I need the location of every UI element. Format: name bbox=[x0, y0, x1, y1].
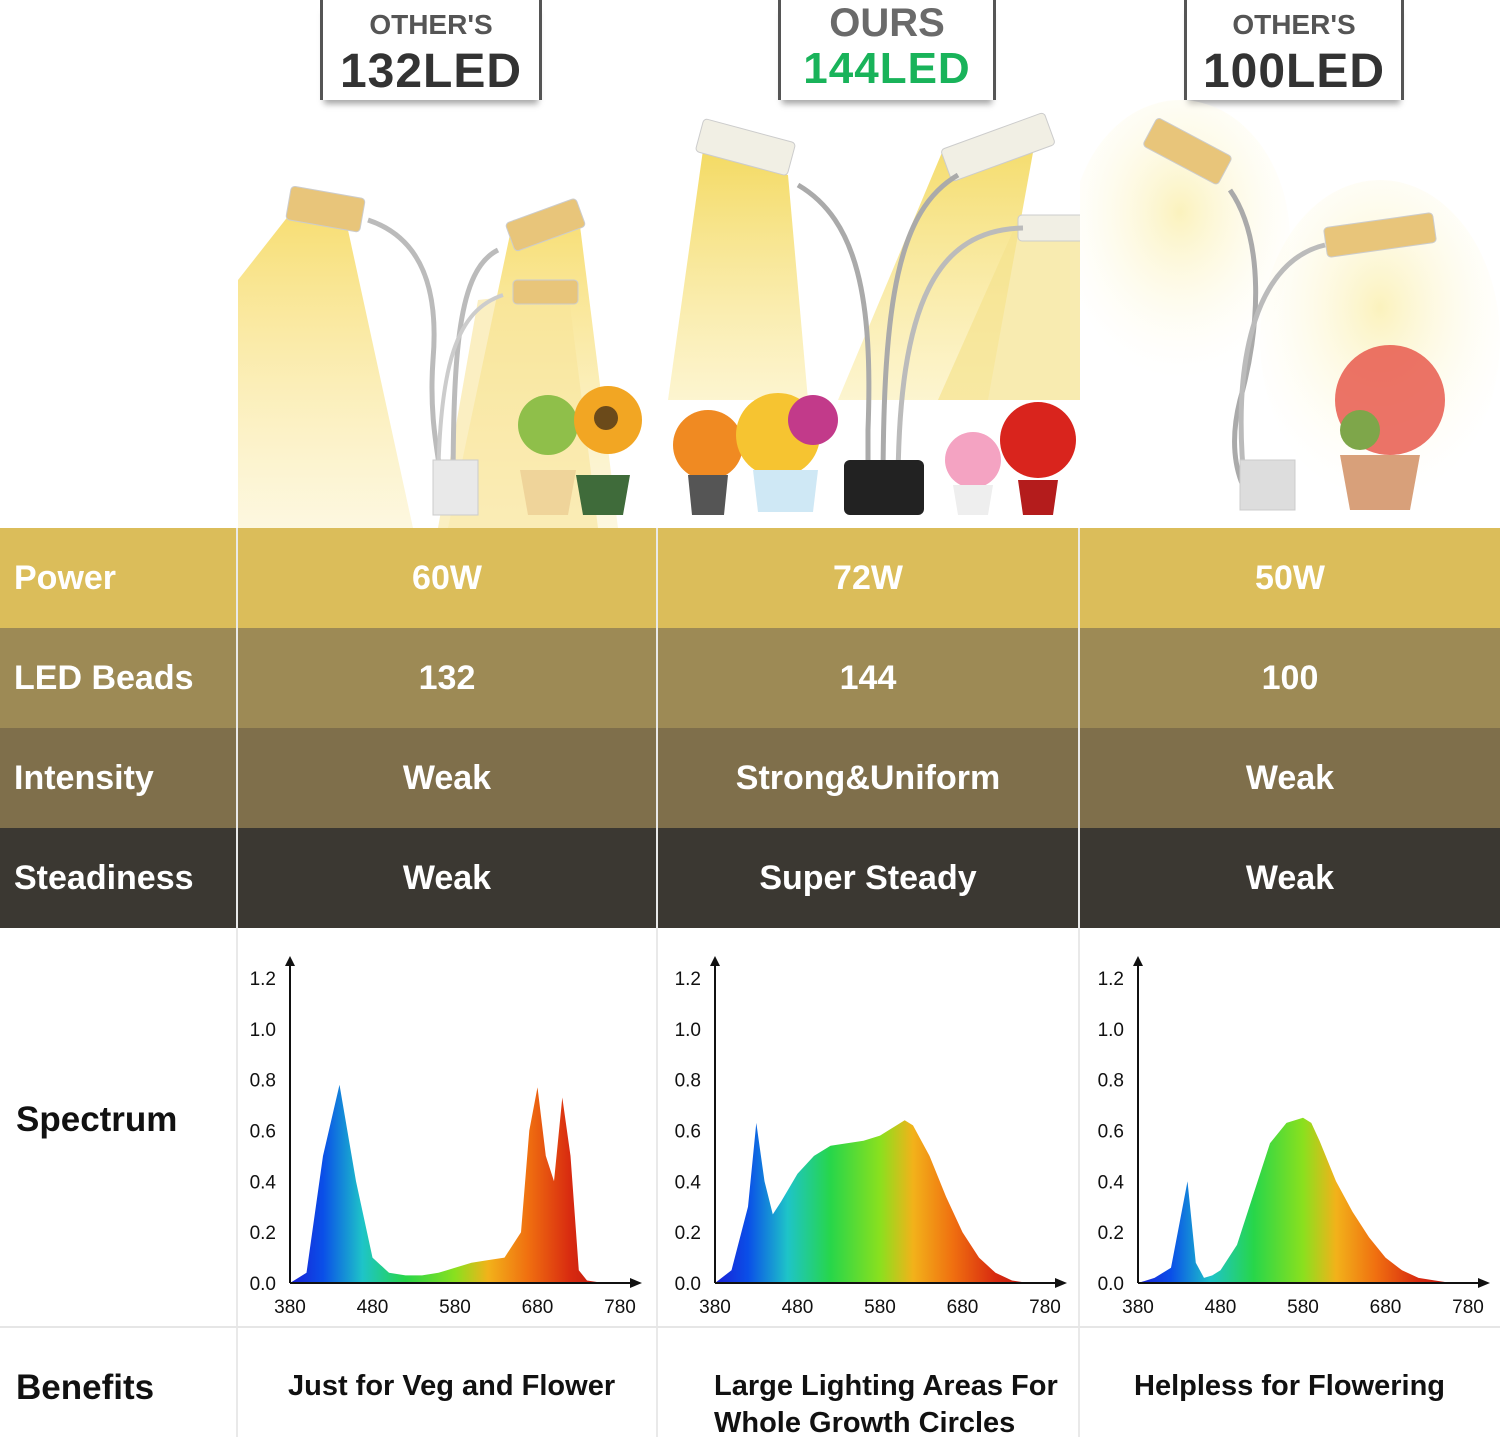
intensity-value-100: Weak bbox=[1245, 758, 1335, 797]
x-axis-arrow bbox=[1478, 1278, 1490, 1288]
x-tick-label: 680 bbox=[1370, 1297, 1402, 1318]
power-value-100: 50W bbox=[1255, 558, 1325, 597]
x-tick-label: 480 bbox=[1205, 1297, 1237, 1318]
badge-led-count: 144LED bbox=[803, 44, 971, 93]
spectrum-area bbox=[1138, 1117, 1468, 1283]
steadiness-value-144: Super Steady bbox=[759, 858, 977, 897]
x-tick-label: 780 bbox=[1452, 1297, 1484, 1318]
badge-ours-144: OURS 144LED bbox=[778, 0, 996, 100]
badge-ours-label: OURS bbox=[829, 1, 945, 45]
y-tick-label: 0.4 bbox=[250, 1172, 277, 1193]
x-axis-arrow bbox=[1055, 1278, 1067, 1288]
y-tick-label: 1.2 bbox=[1098, 969, 1124, 990]
beads-row-bg: LED Beads 132 144 100 bbox=[0, 628, 1500, 728]
y-tick-label: 1.0 bbox=[675, 1020, 701, 1041]
y-tick-label: 0.2 bbox=[675, 1223, 701, 1244]
x-tick-label: 680 bbox=[522, 1297, 554, 1318]
x-tick-label: 480 bbox=[357, 1297, 389, 1318]
x-tick-label: 780 bbox=[1029, 1297, 1061, 1318]
beads-value-100: 100 bbox=[1261, 658, 1319, 697]
y-tick-label: 0.6 bbox=[1098, 1122, 1124, 1143]
benefit-100: Helpless for Flowering bbox=[1134, 1370, 1445, 1402]
intensity-row-bg: Intensity Weak Strong&Uniform Weak bbox=[0, 728, 1500, 828]
power-label: Power bbox=[14, 558, 117, 597]
spectrum-chart-132: 0.0 0.2 0.4 0.6 0.8 1.0 1.2 380 480 580 680 780 bbox=[250, 956, 642, 1318]
badge-other-label: OTHER'S bbox=[369, 9, 493, 40]
x-axis-arrow bbox=[630, 1278, 642, 1288]
x-tick-label: 780 bbox=[604, 1297, 636, 1318]
steadiness-label: Steadiness bbox=[14, 858, 194, 897]
spectrum-label: Spectrum bbox=[16, 1100, 178, 1139]
y-tick-label: 0.8 bbox=[1098, 1071, 1124, 1092]
intensity-value-132: Weak bbox=[402, 758, 492, 797]
y-axis-arrow bbox=[285, 956, 295, 966]
badge-other-label: OTHER'S bbox=[1232, 9, 1356, 40]
benefit-132: Just for Veg and Flower bbox=[288, 1370, 616, 1402]
x-tick-label: 680 bbox=[947, 1297, 979, 1318]
led-beads-label: LED Beads bbox=[14, 658, 194, 697]
y-axis-arrow bbox=[710, 956, 720, 966]
badge-led-count: 100LED bbox=[1202, 45, 1386, 98]
lamp-scene-132 bbox=[238, 185, 642, 528]
power-row-bg: Power 60W 72W 50W bbox=[0, 528, 1500, 628]
intensity-value-144: Strong&Uniform bbox=[735, 758, 1001, 797]
column-divider bbox=[656, 528, 658, 1437]
x-tick-label: 380 bbox=[1122, 1297, 1154, 1318]
column-divider bbox=[1078, 528, 1080, 1437]
y-tick-label: 0.0 bbox=[250, 1274, 276, 1295]
benefit-144: Large Lighting Areas For Whole Growth Ci… bbox=[714, 1370, 1058, 1439]
power-value-144: 72W bbox=[833, 558, 903, 597]
badge-other-132: OTHER'S 132LED bbox=[320, 0, 542, 100]
lamp-scene-100 bbox=[1080, 100, 1500, 511]
beads-value-132: 132 bbox=[418, 658, 476, 697]
y-tick-label: 1.2 bbox=[675, 969, 701, 990]
y-tick-label: 0.0 bbox=[1098, 1274, 1124, 1295]
x-tick-label: 380 bbox=[274, 1297, 306, 1318]
x-tick-label: 580 bbox=[864, 1297, 896, 1318]
spectrum-chart-100: 0.0 0.2 0.4 0.6 0.8 1.0 1.2 380 480 580 680 780 bbox=[1098, 956, 1490, 1318]
badge-other-100: OTHER'S 100LED bbox=[1184, 0, 1404, 100]
y-tick-label: 0.4 bbox=[675, 1172, 702, 1193]
y-tick-label: 1.0 bbox=[1098, 1020, 1124, 1041]
lamp-scene-144 bbox=[668, 112, 1080, 515]
intensity-label: Intensity bbox=[14, 758, 154, 797]
x-tick-label: 580 bbox=[1287, 1297, 1319, 1318]
spectrum-chart-144: 0.0 0.2 0.4 0.6 0.8 1.0 1.2 380 480 580 680 780 bbox=[675, 956, 1067, 1318]
y-tick-label: 0.8 bbox=[250, 1071, 276, 1092]
y-tick-label: 1.2 bbox=[250, 969, 276, 990]
spectrum-area bbox=[715, 1120, 1045, 1283]
spectrum-area bbox=[290, 1084, 620, 1283]
row-divider bbox=[0, 1326, 1500, 1328]
y-tick-label: 0.2 bbox=[250, 1223, 276, 1244]
power-value-132: 60W bbox=[412, 558, 482, 597]
x-tick-label: 480 bbox=[782, 1297, 814, 1318]
column-divider bbox=[236, 528, 238, 1437]
y-tick-label: 0.8 bbox=[675, 1071, 701, 1092]
x-tick-label: 380 bbox=[699, 1297, 731, 1318]
y-tick-label: 1.0 bbox=[250, 1020, 276, 1041]
y-tick-label: 0.0 bbox=[675, 1274, 701, 1295]
steadiness-value-132: Weak bbox=[402, 858, 492, 897]
beads-value-144: 144 bbox=[839, 658, 897, 697]
badge-led-count: 132LED bbox=[339, 45, 523, 98]
y-tick-label: 0.6 bbox=[675, 1122, 701, 1143]
x-tick-label: 580 bbox=[439, 1297, 471, 1318]
steadiness-row-bg: Steadiness Weak Super Steady Weak bbox=[0, 828, 1500, 928]
y-tick-label: 0.2 bbox=[1098, 1223, 1124, 1244]
y-tick-label: 0.6 bbox=[250, 1122, 276, 1143]
y-tick-label: 0.4 bbox=[1098, 1172, 1125, 1193]
benefits-label: Benefits bbox=[16, 1368, 155, 1407]
y-axis-arrow bbox=[1133, 956, 1143, 966]
steadiness-value-100: Weak bbox=[1245, 858, 1335, 897]
